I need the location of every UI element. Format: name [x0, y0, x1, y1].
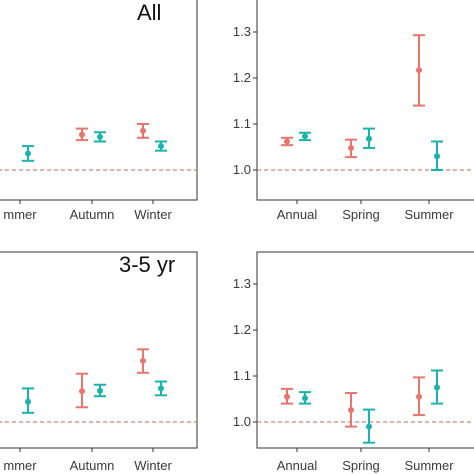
- panel-top-left: mmer Autumn Winter All: [0, 0, 198, 222]
- y-tick-label: 1.2: [233, 70, 251, 85]
- data-point: [416, 393, 422, 400]
- series-0: [76, 123, 149, 142]
- data-point: [140, 357, 146, 364]
- y-tick-label: 1.0: [233, 414, 251, 429]
- x-tick-label: mmer: [3, 458, 37, 473]
- data-point: [434, 384, 440, 391]
- data-point: [79, 388, 85, 395]
- data-point: [158, 385, 164, 392]
- y-tick-label: 1.3: [233, 24, 251, 39]
- plot-area: [257, 34, 474, 171]
- y-tick-label: 1.0: [233, 162, 251, 177]
- data-point: [25, 150, 31, 157]
- panel-label: 3-5 yr: [119, 252, 175, 277]
- data-point: [302, 395, 308, 402]
- data-point: [25, 398, 31, 405]
- series-1: [299, 369, 443, 444]
- data-point: [97, 387, 103, 394]
- data-point: [434, 153, 440, 160]
- y-tick-label: 1.2: [233, 322, 251, 337]
- y-tick-label: 1.1: [233, 116, 251, 131]
- data-point: [140, 127, 146, 134]
- series-1: [22, 380, 167, 414]
- data-point: [158, 143, 164, 150]
- data-point: [366, 423, 372, 430]
- y-tick-label: 1.1: [233, 368, 251, 383]
- panel-border: [256, 0, 474, 201]
- series-0: [281, 34, 425, 159]
- data-point: [348, 144, 354, 151]
- panel-bottom-left: mmer Autumn Winter 3-5 yr: [0, 251, 198, 473]
- x-tick-label: Annual: [277, 207, 318, 222]
- x-tick-label: Annual: [277, 458, 318, 473]
- panel-border: [256, 251, 474, 449]
- data-point: [416, 67, 422, 74]
- plot-area: [257, 369, 474, 444]
- data-point: [348, 407, 354, 414]
- series-1: [22, 131, 167, 162]
- x-tick-label: Winter: [134, 207, 172, 222]
- x-tick-label: Autumn: [70, 458, 115, 473]
- data-point: [284, 138, 290, 145]
- x-tick-label: Spring: [342, 458, 380, 473]
- x-tick-label: Winter: [134, 458, 172, 473]
- y-tick-label: 1.3: [233, 276, 251, 291]
- data-point: [79, 131, 85, 138]
- panel-bottom-right: 1.0 1.1 1.2 1.3 Annual Spring Summer: [233, 251, 474, 473]
- plot-area: [0, 123, 197, 171]
- data-point: [302, 133, 308, 140]
- data-point: [97, 133, 103, 140]
- plot-area: [0, 348, 197, 423]
- x-tick-label: Spring: [342, 207, 380, 222]
- x-tick-label: Summer: [404, 458, 454, 473]
- panel-top-right: 1.0 1.1 1.2 1.3 Annual Spring Summer: [233, 0, 474, 222]
- data-point: [366, 135, 372, 142]
- series-0: [281, 376, 425, 428]
- panel-border: [0, 0, 198, 201]
- panel-label: All: [137, 0, 161, 25]
- x-tick-label: Autumn: [70, 207, 115, 222]
- panel-border: [0, 251, 198, 449]
- series-1: [299, 127, 443, 171]
- series-0: [76, 348, 149, 409]
- data-point: [284, 393, 290, 400]
- x-tick-label: mmer: [3, 207, 37, 222]
- x-tick-label: Summer: [404, 207, 454, 222]
